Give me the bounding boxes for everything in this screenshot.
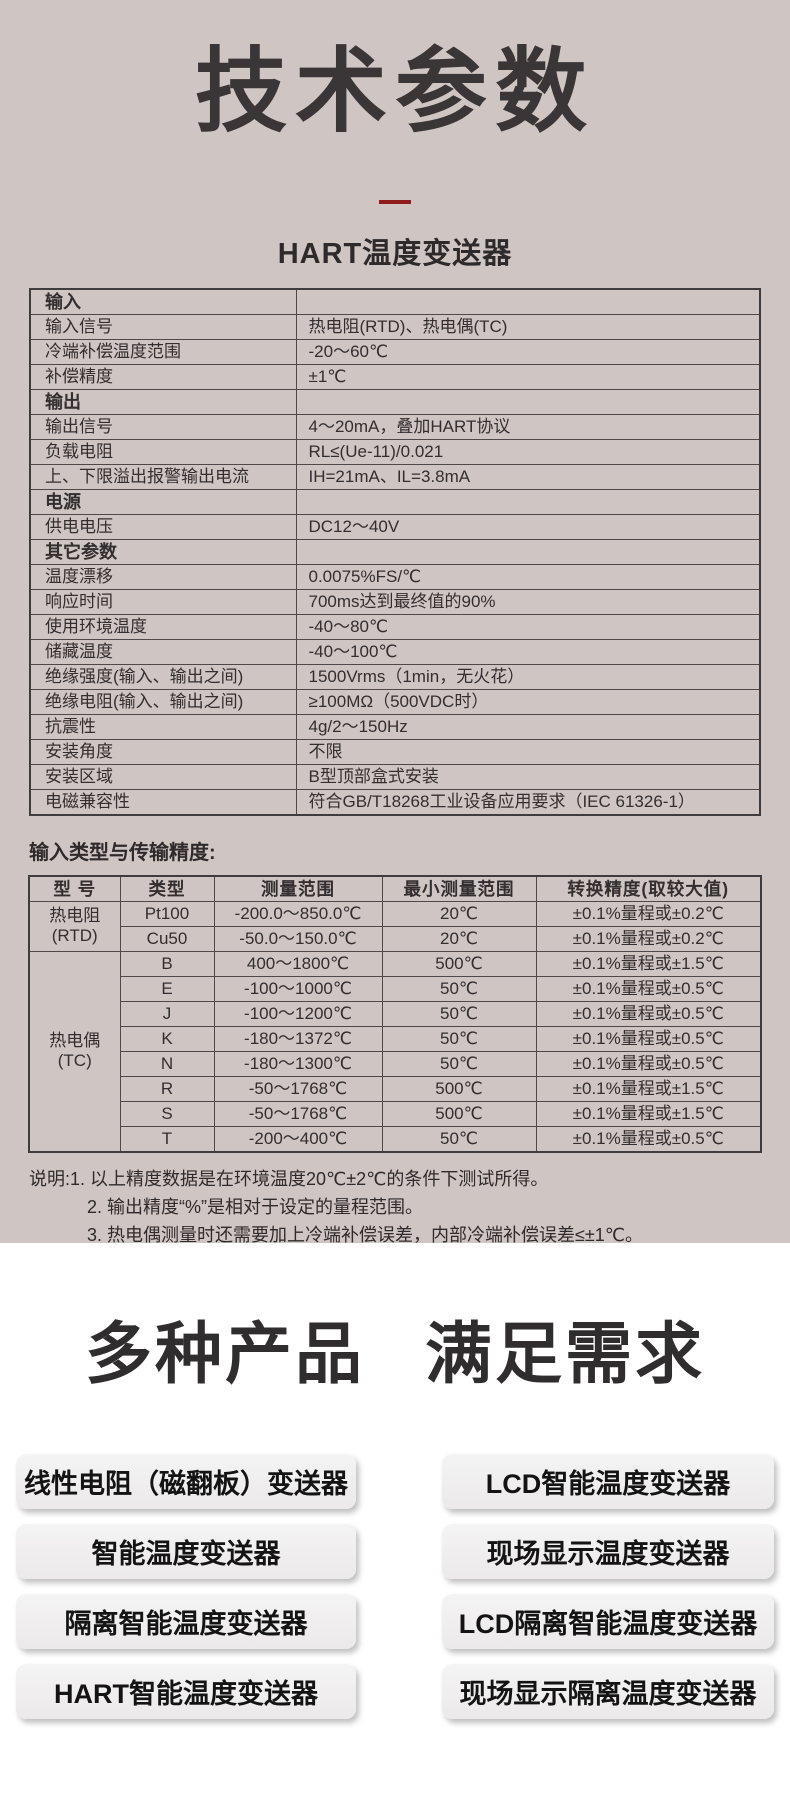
- products-heading-right: 满足需求: [425, 1317, 705, 1392]
- spec-row: 温度漂移 0.0075%FS/℃: [29, 563, 761, 590]
- spec-table: 输入 输入信号 热电阻(RTD)、热电偶(TC) 冷端补偿温度范围 -20～60℃ …: [29, 287, 761, 816]
- product-button-lcd-smart[interactable]: LCD智能温度变送器: [442, 1454, 774, 1509]
- spec-row: 补偿精度 ±1℃: [29, 363, 761, 390]
- accuracy-row: E -100～1000℃ 50℃ ±0.1%量程或±0.5℃: [29, 975, 762, 1002]
- product-button-field-display-isolated[interactable]: 现场显示隔离温度变送器: [442, 1664, 774, 1719]
- spec-section-row: 电源: [29, 488, 761, 515]
- accuracy-row: R -50～1768℃ 500℃ ±0.1%量程或±1.5℃: [29, 1075, 762, 1102]
- accuracy-table-label: 输入类型与传输精度:: [29, 841, 216, 864]
- accuracy-row: N -180～1300℃ 50℃ ±0.1%量程或±0.5℃: [29, 1050, 762, 1077]
- product-subtitle: HART温度变送器: [277, 237, 513, 270]
- accuracy-row: 热电偶 (TC) B 400～1800℃ 500℃ ±0.1%量程或±1.5℃: [28, 950, 762, 1153]
- accuracy-header-row: 型 号 类型 测量范围 最小测量范围 转换精度(取较大值): [28, 875, 762, 902]
- accuracy-row: 热电阻 (RTD) Pt100 -200.0～850.0℃ 20℃ ±0.1%量…: [28, 900, 762, 952]
- spec-row: 抗震性 4g/2～150Hz: [29, 713, 761, 740]
- spec-row: 上、下限溢出报警输出电流 IH=21mA、IL=3.8mA: [29, 463, 761, 490]
- product-button-isolated-smart[interactable]: 隔离智能温度变送器: [16, 1594, 356, 1649]
- technical-parameters-section: 技术参数 HART温度变送器 输入 输入信号 热电阻(RTD)、热电偶(TC) 冷…: [0, 0, 790, 1245]
- accuracy-row: S -50～1768℃ 500℃ ±0.1%量程或±1.5℃: [29, 1100, 762, 1127]
- spec-row: 输出信号 4～20mA，叠加HART协议: [29, 413, 761, 440]
- spec-row: 绝缘强度(输入、输出之间) 1500Vrms（1min，无火花）: [29, 663, 761, 690]
- title-divider: [379, 199, 411, 204]
- spec-section-row: 输入: [29, 288, 761, 315]
- accuracy-row: K -180～1372℃ 50℃ ±0.1%量程或±0.5℃: [29, 1025, 762, 1052]
- tc-group-label: 热电偶 (TC): [28, 950, 121, 1153]
- note-line: 说明:1. 以上精度数据是在环境温度20℃±2℃的条件下测试所得。: [29, 1168, 549, 1189]
- spec-row: 绝缘电阻(输入、输出之间) ≥100MΩ（500VDC时）: [29, 688, 761, 715]
- spec-row: 供电电压 DC12～40V: [29, 513, 761, 540]
- spec-row: 输入信号 热电阻(RTD)、热电偶(TC): [29, 313, 761, 340]
- products-heading-left: 多种产品: [85, 1317, 365, 1392]
- accuracy-table: 型 号 类型 测量范围 最小测量范围 转换精度(取较大值) 热电阻 (RTD) …: [28, 874, 762, 1153]
- product-button-lcd-isolated-smart[interactable]: LCD隔离智能温度变送器: [442, 1594, 774, 1649]
- spec-row: 响应时间 700ms达到最终值的90%: [29, 588, 761, 615]
- spec-row: 安装角度 不限: [29, 738, 761, 765]
- product-grid: 线性电阻（磁翻板）变送器 LCD智能温度变送器 智能温度变送器 现场显示温度变送…: [0, 1454, 790, 1719]
- accuracy-row: T -200～400℃ 50℃ ±0.1%量程或±0.5℃: [29, 1125, 762, 1153]
- products-heading: 多种产品 满足需求: [0, 1321, 790, 1388]
- product-button-hart-smart[interactable]: HART智能温度变送器: [16, 1664, 356, 1719]
- spec-section-row: 其它参数: [29, 538, 761, 565]
- spec-row: 储藏温度 -40～100℃: [29, 638, 761, 665]
- spec-row: 负载电阻 RL≤(Ue-11)/0.021: [29, 438, 761, 465]
- accuracy-row: Cu50 -50.0～150.0℃ 20℃ ±0.1%量程或±0.2℃: [29, 925, 762, 952]
- spec-row: 安装区域 B型顶部盒式安装: [29, 763, 761, 790]
- spec-row: 使用环境温度 -40～80℃: [29, 613, 761, 640]
- note-line: 2. 输出精度“%”是相对于设定的量程范围。: [87, 1196, 424, 1217]
- products-section: 多种产品 满足需求 线性电阻（磁翻板）变送器 LCD智能温度变送器 智能温度变送器…: [0, 1243, 790, 1719]
- accuracy-row: J -100～1200℃ 50℃ ±0.1%量程或±0.5℃: [29, 1000, 762, 1027]
- notes: 说明:1. 以上精度数据是在环境温度20℃±2℃的条件下测试所得。 2. 输出精…: [29, 1165, 790, 1249]
- page-title: 技术参数: [194, 41, 595, 143]
- product-button-field-display[interactable]: 现场显示温度变送器: [442, 1524, 774, 1579]
- note-line: 3. 热电偶测量时还需要加上冷端补偿误差，内部冷端补偿误差≤±1℃。: [87, 1224, 643, 1245]
- spec-row: 冷端补偿温度范围 -20～60℃: [29, 338, 761, 365]
- product-button-linear-resistance[interactable]: 线性电阻（磁翻板）变送器: [16, 1454, 356, 1509]
- rtd-group-label: 热电阻 (RTD): [28, 900, 121, 952]
- spec-section-row: 输出: [29, 388, 761, 415]
- spec-row: 电磁兼容性 符合GB/T18268工业设备应用要求（IEC 61326-1）: [29, 788, 761, 816]
- product-button-smart[interactable]: 智能温度变送器: [16, 1524, 356, 1579]
